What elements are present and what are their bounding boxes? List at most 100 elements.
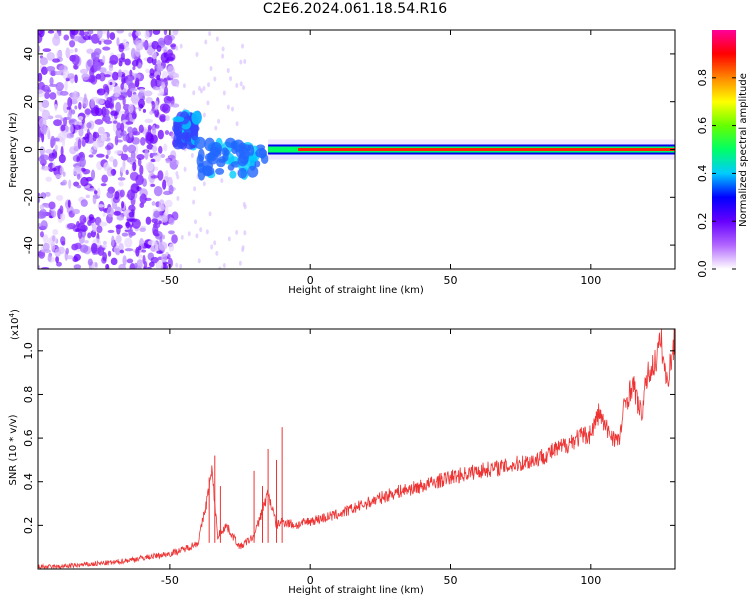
spectrogram-blob [215, 168, 225, 175]
spectrogram-speckle [92, 141, 99, 150]
spectrogram-speckle [89, 149, 93, 153]
spectrogram-speckle [49, 92, 57, 100]
spectrogram-speckle [54, 114, 63, 119]
spectrogram-speckle [160, 253, 168, 263]
spectrogram-speckle [95, 107, 103, 117]
spectrogram-speckle [107, 250, 112, 257]
spectrogram-speckle [96, 187, 101, 197]
spectrogram-speckle [243, 230, 247, 236]
spectrogram-speckle [80, 167, 86, 172]
spectrogram-speckle [120, 122, 125, 133]
spectrogram-speckle [101, 174, 109, 183]
spectrogram-speckle [226, 68, 230, 74]
spectrogram-speckle [54, 71, 63, 76]
spectrogram-speckle [41, 109, 51, 121]
spectrogram-speckle [239, 59, 243, 65]
spectrogram-speckle [160, 153, 166, 158]
snr-panel: -50 0 50 100 0.2 0.4 0.6 0.8 1.0 Height of stra… [8, 309, 676, 596]
spectrogram-speckle [137, 254, 143, 259]
spectrogram-speckle [207, 82, 211, 88]
spectrogram-speckle [48, 155, 55, 162]
spectrogram-speckle [65, 77, 70, 82]
spectrogram-speckle [159, 113, 167, 123]
spectrogram-speckle [94, 118, 104, 125]
spectrogram-speckle [45, 176, 52, 182]
spectrogram-blob [223, 149, 230, 157]
spectrogram-speckle [47, 254, 52, 262]
spectrogram-speckle [116, 214, 124, 221]
spectrogram-y-tick-label: 0 [22, 146, 35, 153]
spectrogram-speckle [146, 50, 151, 54]
spectrogram-speckle [114, 135, 119, 146]
spectrogram-speckle [155, 124, 160, 129]
colorbar-tick-label: 0.2 [696, 212, 709, 230]
spectrogram-speckle [82, 31, 90, 36]
spectrogram-speckle [87, 232, 92, 239]
colorbar-tick-label: 0.0 [696, 260, 709, 278]
spectrogram-speckle [77, 138, 82, 150]
spectrogram-speckle [81, 73, 90, 81]
spectrogram-speckle [106, 114, 111, 125]
spectrogram-speckle [166, 56, 174, 61]
spectrogram-blob [247, 165, 259, 178]
spectrogram-speckle [59, 166, 64, 175]
spectrogram-speckle [121, 74, 126, 85]
spectrogram-speckle [193, 219, 197, 225]
spectrogram-speckle [84, 108, 92, 115]
spectrogram-speckle [69, 124, 74, 133]
spectrogram-speckle [192, 90, 196, 96]
spectrogram-speckle [109, 81, 113, 86]
spectrogram-speckle [122, 144, 129, 153]
spectrogram-speckle [67, 199, 71, 208]
spectrogram-speckle [109, 32, 116, 41]
spectrogram-blob [237, 167, 248, 179]
spectrogram-speckle [68, 119, 75, 123]
spectrogram-speckle [149, 68, 155, 76]
snr-y-multiplier: (x104) [8, 309, 21, 340]
spectrogram-speckle [83, 93, 87, 103]
spectrogram-speckle [151, 51, 157, 60]
spectrogram-speckle [124, 43, 130, 47]
spectrogram-speckle [52, 228, 59, 236]
spectrogram-speckle [58, 31, 62, 37]
spectrogram-panel: -50 0 50 100 -40 -20 0 20 40 Height of straight… [8, 29, 676, 296]
spectrogram-speckle [199, 227, 203, 233]
spectrogram-speckle [76, 173, 81, 180]
spectrogram-x-tick-label: 0 [307, 274, 314, 287]
spectrogram-blob [238, 151, 249, 165]
spectrogram-y-ticks: -40 -20 0 20 40 [22, 47, 675, 254]
spectrogram-speckle [168, 243, 175, 252]
spectrogram-blob [197, 148, 205, 162]
snr-x-tick-label: 50 [444, 574, 458, 587]
spectrogram-speckle [42, 242, 50, 251]
spectrogram-speckle [127, 144, 137, 154]
spectrogram-speckle [102, 252, 107, 262]
spectrogram-speckle [138, 88, 145, 93]
spectrogram-speckle [102, 46, 111, 51]
spectrogram-y-axis-label: Frequency (Hz) [8, 112, 19, 188]
spectrogram-speckle [39, 204, 45, 210]
spectrogram-speckle [49, 77, 54, 86]
spectrogram-speckle [115, 101, 122, 113]
spectrogram-speckle [64, 80, 68, 91]
spectrogram-speckle [79, 244, 89, 253]
spectrogram-speckle [165, 158, 171, 164]
spectrogram-speckle [135, 48, 141, 57]
spectrogram-speckle [74, 242, 82, 250]
colorbar-tick-label: 0.8 [696, 69, 709, 87]
spectrogram-speckle [41, 66, 48, 75]
spectrogram-speckle [145, 68, 150, 74]
spectrogram-speckle [159, 210, 164, 216]
spectrogram-speckle [82, 35, 91, 41]
spectrogram-x-tick-label: 100 [580, 274, 601, 287]
spectrogram-speckle [113, 210, 121, 216]
spectrogram-blob [209, 146, 221, 157]
spectrogram-speckle [93, 190, 98, 195]
snr-y-tick-label: 0.6 [22, 429, 35, 447]
spectrogram-speckle [94, 262, 98, 268]
colorbar-ticks: 0.0 0.2 0.4 0.6 0.8 [696, 69, 736, 278]
spectrogram-speckle [98, 72, 106, 82]
spectrogram-speckle [38, 133, 43, 138]
spectrogram-speckle [164, 130, 170, 136]
spectrogram-speckle [87, 187, 97, 192]
